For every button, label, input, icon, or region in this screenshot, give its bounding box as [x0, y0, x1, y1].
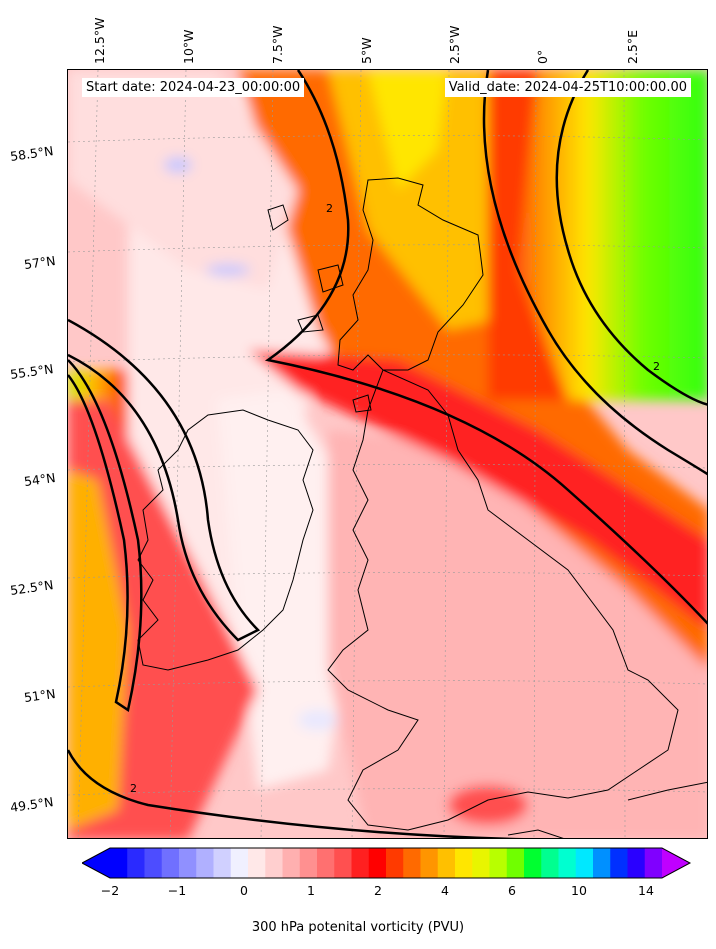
colorbar-swatch: [179, 848, 197, 878]
colorbar-tick-label: −2: [100, 883, 120, 898]
lat-label-51n: 51°N: [23, 685, 57, 706]
colorbar-swatch: [282, 848, 301, 878]
colorbar-swatch: [127, 848, 145, 878]
pv-field-map: 2 2 2: [68, 70, 707, 838]
colorbar-tick-label: 1: [307, 883, 315, 898]
contour-label: 2: [130, 782, 137, 795]
coastlines: [137, 177, 707, 838]
lon-label-0: 0°: [535, 49, 550, 64]
valid-date-label: Valid_date: 2024-04-25T10:00:00.00: [444, 78, 691, 97]
colorbar-tick-label: −1: [167, 883, 187, 898]
lat-label-52-5n: 52.5°N: [9, 577, 55, 598]
contour-label: 2: [326, 202, 333, 215]
colorbar-swatch: [558, 848, 577, 878]
lat-label-54n: 54°N: [23, 469, 57, 490]
colorbar-swatch: [230, 848, 249, 878]
lat-label-49-5n: 49.5°N: [9, 794, 55, 815]
start-date-label: Start date: 2024-04-23_00:00:00: [82, 78, 305, 97]
colorbar-tick-label: 2: [374, 883, 382, 898]
colorbar-swatch: [627, 848, 646, 878]
colorbar-swatch: [610, 848, 628, 878]
colorbar-outline: [82, 847, 692, 879]
colorbar-tick-label: 0: [240, 883, 248, 898]
colorbar-swatch: [575, 848, 594, 878]
colorbar-swatch: [506, 848, 525, 878]
colorbar-tick-label: 4: [441, 883, 449, 898]
graticule: [68, 70, 707, 838]
colorbar-swatch: [161, 848, 180, 878]
colorbar-swatch: [386, 848, 404, 878]
colorbar-swatch: [110, 848, 128, 878]
colorbar-swatch: [403, 848, 421, 878]
colorbar-swatch: [144, 848, 163, 878]
lon-label-7-5w: 7.5°W: [270, 25, 285, 65]
colorbar-swatch: [541, 848, 559, 878]
lon-label-12-5w: 12.5°W: [92, 17, 107, 64]
colorbar: [82, 847, 692, 879]
colorbar-swatch: [455, 848, 473, 878]
colorbar-swatch: [644, 848, 663, 878]
colorbar-swatch: [265, 848, 283, 878]
lat-label-57n: 57°N: [23, 252, 57, 273]
colorbar-swatch: [368, 848, 387, 878]
colorbar-extend-high: [662, 848, 690, 878]
colorbar-swatch: [437, 848, 456, 878]
colorbar-swatch: [248, 848, 266, 878]
lon-label-2-5e: 2.5°E: [625, 29, 640, 64]
lon-label-5w: 5°W: [359, 37, 374, 64]
colorbar-swatch: [472, 848, 490, 878]
colorbar-swatch: [351, 848, 370, 878]
colorbar-swatch: [524, 848, 542, 878]
contour-label: 2: [653, 360, 660, 373]
pv-shading: [68, 70, 707, 838]
lon-label-10w: 10°W: [181, 29, 196, 64]
colorbar-swatch: [317, 848, 335, 878]
colorbar-tick-label: 6: [508, 883, 516, 898]
colorbar-swatch: [593, 848, 611, 878]
lat-label-58-5n: 58.5°N: [9, 143, 55, 164]
colorbar-swatch: [196, 848, 214, 878]
pv-2-contours: [68, 70, 707, 838]
colorbar-swatch: [489, 848, 508, 878]
map-panel: 2 2 2 Start date: 2024-04-23_00:00:00 Va…: [67, 69, 708, 839]
colorbar-tick-label: 14: [638, 883, 654, 898]
colorbar-tick-label: 10: [571, 883, 587, 898]
colorbar-swatch: [299, 848, 318, 878]
lat-label-55-5n: 55.5°N: [9, 361, 55, 382]
colorbar-swatch: [334, 848, 352, 878]
colorbar-swatch: [420, 848, 439, 878]
colorbar-label: 300 hPa potenital vorticity (PVU): [251, 920, 465, 935]
lon-label-2-5w: 2.5°W: [447, 25, 462, 65]
colorbar-swatch: [213, 848, 232, 878]
colorbar-extend-low: [82, 848, 110, 878]
